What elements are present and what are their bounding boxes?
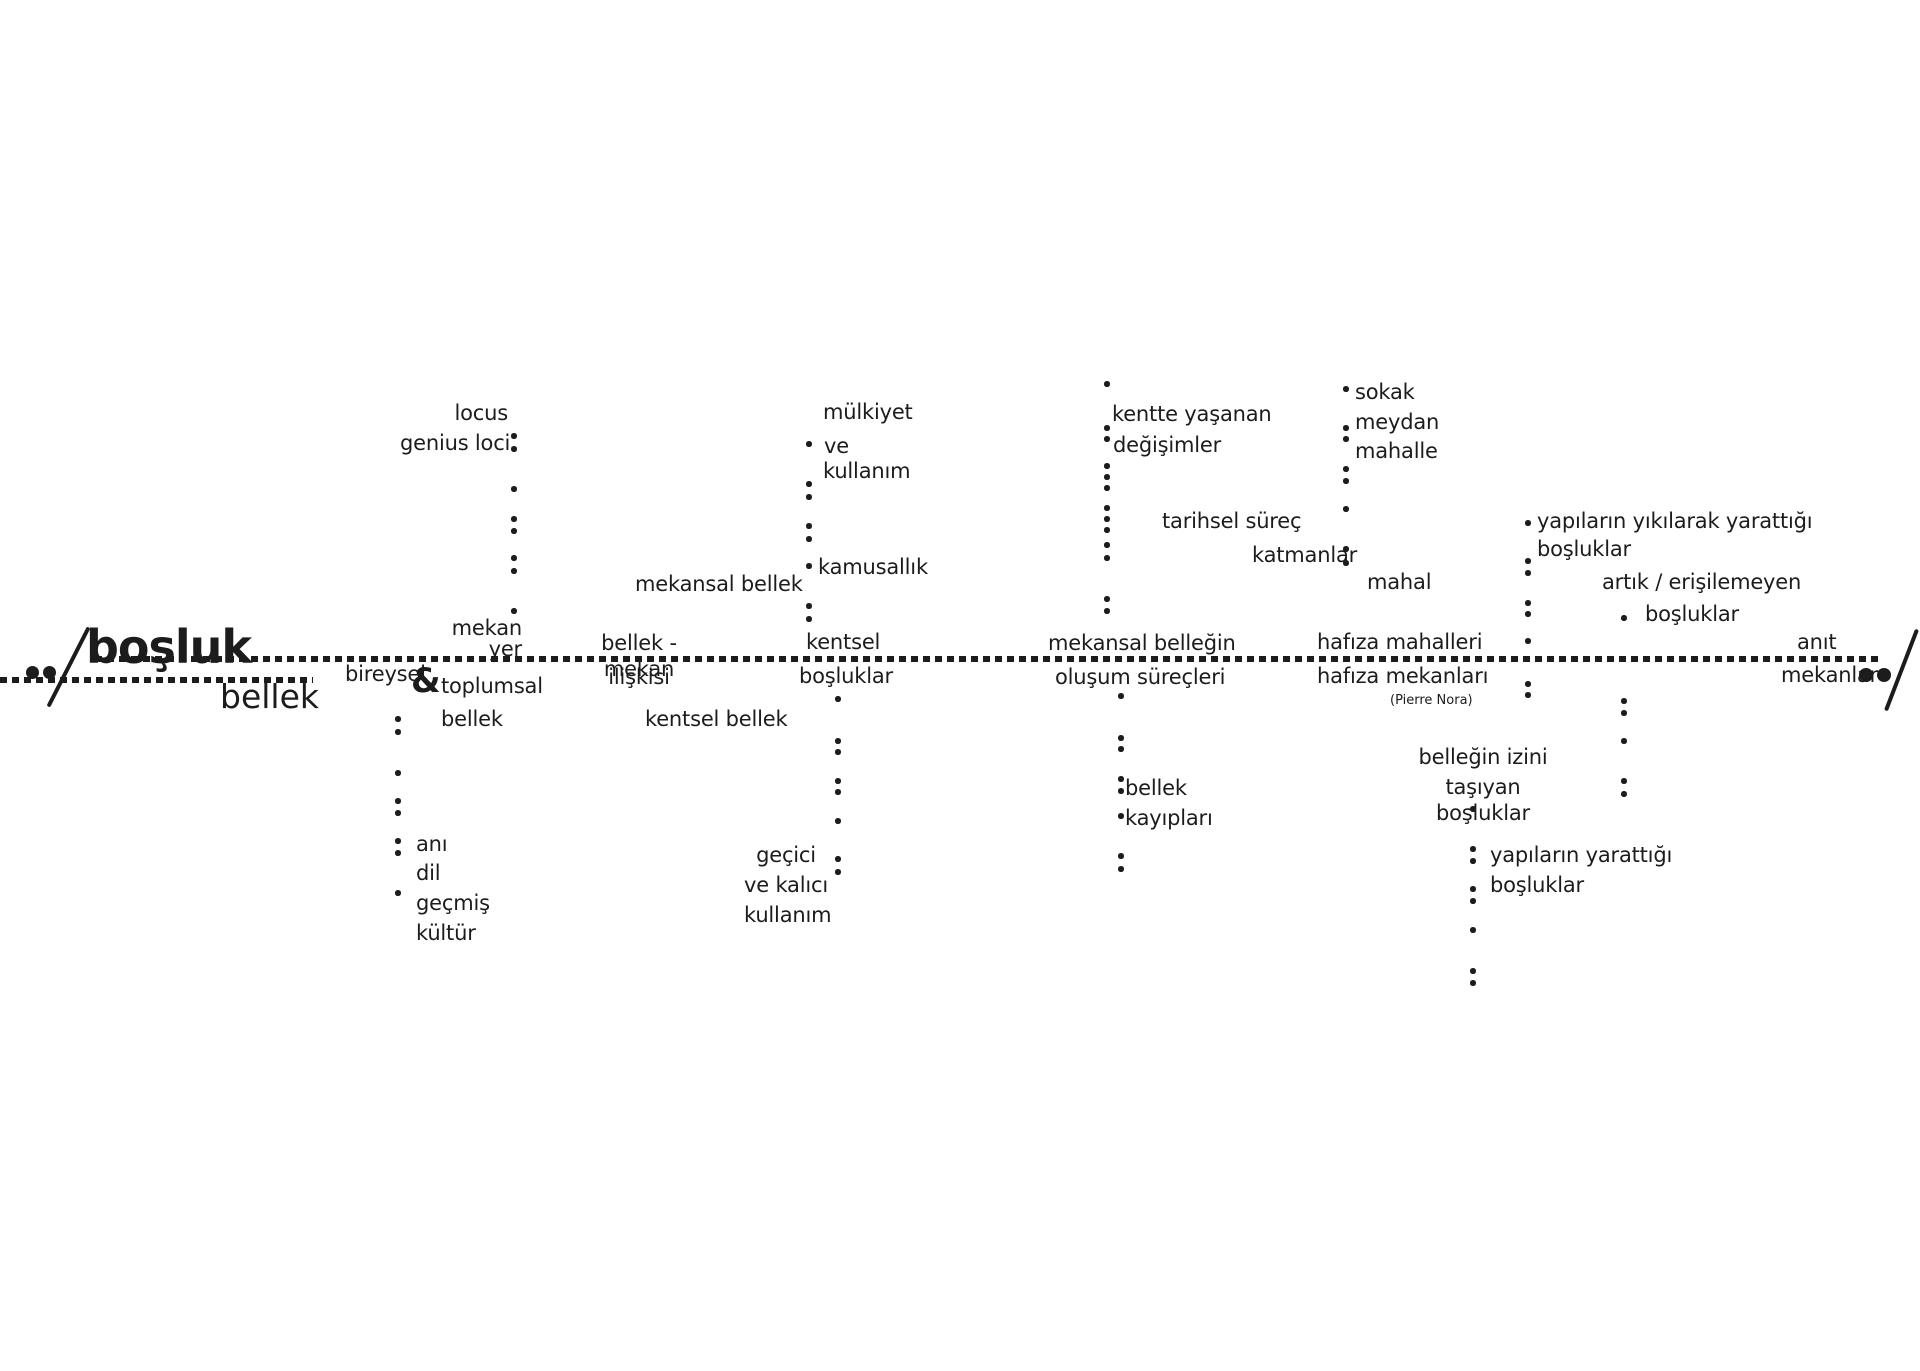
label-yapilarin-yarattigi: yapıların yarattığı xyxy=(1490,843,1673,867)
dotted-connector-yikilarak xyxy=(1525,0,1531,1371)
label-bellegin-izini: belleğin izini xyxy=(1418,745,1548,769)
label-iliskisi: ilişkisi xyxy=(608,665,670,689)
label-bosluklar-yikilarak: boşluklar xyxy=(1537,537,1631,561)
title-bellek: bellek xyxy=(220,677,319,716)
label-sokak: sokak xyxy=(1355,380,1415,404)
label-bellek-sub: bellek xyxy=(441,707,503,731)
label-mulkiyet: mülkiyet xyxy=(823,400,913,424)
label-yer: yer xyxy=(488,637,523,661)
title-bosluk: boşluk xyxy=(86,620,252,674)
label-kullanim2: kullanım xyxy=(744,903,832,927)
dotted-connector-yapilarin xyxy=(1470,0,1476,1371)
dotted-connector-sokak xyxy=(1343,0,1349,1371)
dotted-connector-artik xyxy=(1621,0,1627,1371)
label-mekansal-bellegin: mekansal belleğin xyxy=(1048,631,1236,655)
label-ve-kalici: ve kalıcı xyxy=(744,873,828,897)
label-hafiza-mahalleri: hafıza mahalleri xyxy=(1317,630,1483,654)
left-end-dot xyxy=(43,666,56,679)
label-mekan: mekan xyxy=(451,616,523,640)
left-end-dot xyxy=(26,666,39,679)
dotted-connector-bireysel xyxy=(395,0,401,1371)
dotted-connector-mulkiyet xyxy=(806,0,812,1371)
right-end-dot xyxy=(1859,668,1873,682)
label-pierre-nora: (Pierre Nora) xyxy=(1390,693,1473,708)
label-dil: dil xyxy=(416,861,441,885)
label-tarihsel-surec: tarihsel süreç xyxy=(1162,509,1302,533)
dotted-connector-kentsel-bosluklar xyxy=(835,0,841,1371)
label-bellek-mekan: bellek - mekan xyxy=(601,631,677,681)
label-bosluklar-kentsel: boşluklar xyxy=(799,664,893,688)
label-kamusallik: kamusallık xyxy=(818,555,928,579)
label-artik-erisilemeyen: artık / erişilemeyen xyxy=(1602,570,1802,594)
label-mekansal-bellek: mekansal bellek xyxy=(635,572,803,596)
label-kullanim: kullanım xyxy=(823,459,911,483)
label-ani: anı xyxy=(416,832,448,856)
label-bellek-kayip1: bellek xyxy=(1125,776,1187,800)
label-gecmis: geçmiş xyxy=(416,891,490,915)
dotted-connector-olusum xyxy=(1118,0,1124,1371)
label-tasiyan-bosluklar: taşıyan boşluklar xyxy=(1436,775,1530,825)
label-bireysel: bireysel xyxy=(345,662,426,686)
label-mahal: mahal xyxy=(1367,570,1432,594)
label-kentsel: kentsel xyxy=(806,630,881,654)
label-mahalle: mahalle xyxy=(1355,439,1438,463)
label-anit: anıt xyxy=(1797,630,1837,654)
dotted-connector-kentte xyxy=(1104,0,1110,1371)
label-olusum-surecleri: oluşum süreçleri xyxy=(1055,665,1226,689)
secondary-left-dotted-line xyxy=(0,677,313,683)
label-degisimler: değişimler xyxy=(1113,433,1222,457)
label-bellek-kayip2: kayıpları xyxy=(1125,806,1213,830)
label-gecici: geçici xyxy=(756,843,816,867)
label-kentsel-bellek: kentsel bellek xyxy=(645,707,788,731)
label-genius-loci: genius loci xyxy=(400,431,511,455)
label-kultur: kültür xyxy=(416,921,476,945)
dotted-connector-locus xyxy=(511,0,517,1371)
label-hafiza-mekanlari: hafıza mekanları xyxy=(1317,664,1489,688)
label-ve: ve xyxy=(824,434,849,458)
label-mekanlar: mekanlar xyxy=(1781,663,1879,687)
label-locus: locus xyxy=(454,401,509,425)
label-kentte-yasanan: kentte yaşanan xyxy=(1112,402,1272,426)
main-axis-dotted-line xyxy=(95,656,1882,662)
right-end-dot xyxy=(1877,668,1891,682)
label-ampersand: & xyxy=(411,661,441,701)
label-yikilarak: yapıların yıkılarak yarattığı xyxy=(1537,509,1813,533)
label-bosluklar-artik: boşluklar xyxy=(1645,602,1739,626)
label-bosluklar-yapilarin: boşluklar xyxy=(1490,873,1584,897)
label-toplumsal: toplumsal xyxy=(441,674,543,698)
label-katmanlar: katmanlar xyxy=(1252,543,1358,567)
label-meydan: meydan xyxy=(1355,410,1440,434)
